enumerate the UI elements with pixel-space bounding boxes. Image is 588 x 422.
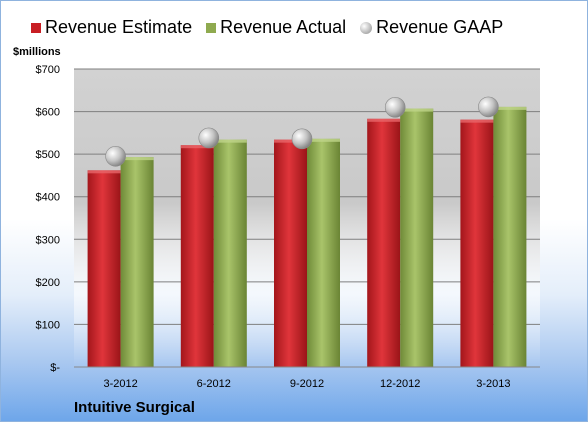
- bar-actual: [400, 108, 434, 367]
- y-tick-label: $600: [36, 107, 60, 119]
- company-name: Intuitive Surgical: [74, 399, 195, 416]
- gaap-marker: [478, 96, 499, 118]
- x-tick-label: 6-2012: [197, 378, 231, 390]
- bar-actual: [493, 106, 527, 367]
- x-tick-label: 3-2013: [476, 378, 510, 390]
- x-tick-label: 3-2012: [103, 378, 137, 390]
- y-tick-label: $400: [36, 192, 60, 204]
- bar-estimate: [460, 119, 494, 367]
- x-tick-label: 12-2012: [380, 378, 420, 390]
- gaap-marker: [291, 128, 313, 150]
- legend-label-actual: Revenue Actual: [220, 17, 347, 37]
- bar-top-estimate: [274, 139, 307, 143]
- bar-top-actual: [307, 138, 340, 142]
- y-tick-label: $-: [50, 362, 60, 374]
- gaap-marker: [384, 97, 406, 118]
- bar-top-estimate: [367, 118, 401, 122]
- x-tick-label: 9-2012: [290, 378, 324, 390]
- gaap-marker: [198, 127, 220, 149]
- bar-top-estimate: [180, 145, 214, 149]
- legend-swatch-estimate: [31, 22, 41, 33]
- bar-estimate: [180, 145, 214, 367]
- y-tick-label: $700: [36, 64, 60, 76]
- legend-swatch-gaap: [360, 21, 373, 34]
- y-tick-label: $100: [36, 319, 60, 331]
- y-axis-unit-label: $millions: [13, 46, 61, 58]
- y-tick-label: $200: [36, 277, 60, 289]
- bar-top-actual: [493, 106, 527, 110]
- bar-estimate: [367, 118, 401, 368]
- gaap-markers: [105, 96, 499, 167]
- y-tick-label: $300: [36, 234, 60, 246]
- bar-top-actual: [120, 157, 154, 161]
- bar-actual: [307, 138, 340, 367]
- legend-item-estimate: Revenue Estimate: [31, 17, 192, 38]
- bar-estimate: [274, 139, 307, 367]
- x-tick-labels: 3-2012 6-2012 9-2012 12-2012 3-2013: [103, 378, 510, 390]
- bar-estimate: [87, 170, 121, 367]
- y-tick-label: $500: [36, 149, 60, 161]
- bar-top-estimate: [460, 119, 494, 123]
- legend-item-actual: Revenue Actual: [206, 17, 346, 38]
- bar-actual: [213, 139, 247, 367]
- legend-item-gaap: Revenue GAAP: [360, 17, 503, 38]
- legend-label-estimate: Revenue Estimate: [45, 17, 193, 37]
- legend-swatch-actual: [206, 22, 217, 33]
- bar-top-actual: [400, 108, 434, 112]
- y-tick-labels: $- $100 $200 $300 $400 $500 $600 $700: [36, 64, 61, 374]
- legend: Revenue Estimate Revenue Actual Revenue …: [31, 17, 503, 38]
- gaap-marker: [105, 145, 126, 167]
- legend-label-gaap: Revenue GAAP: [376, 17, 504, 37]
- bar-actual: [120, 157, 154, 367]
- bar-top-estimate: [87, 170, 121, 174]
- bars: [87, 106, 527, 368]
- bar-top-actual: [213, 139, 247, 143]
